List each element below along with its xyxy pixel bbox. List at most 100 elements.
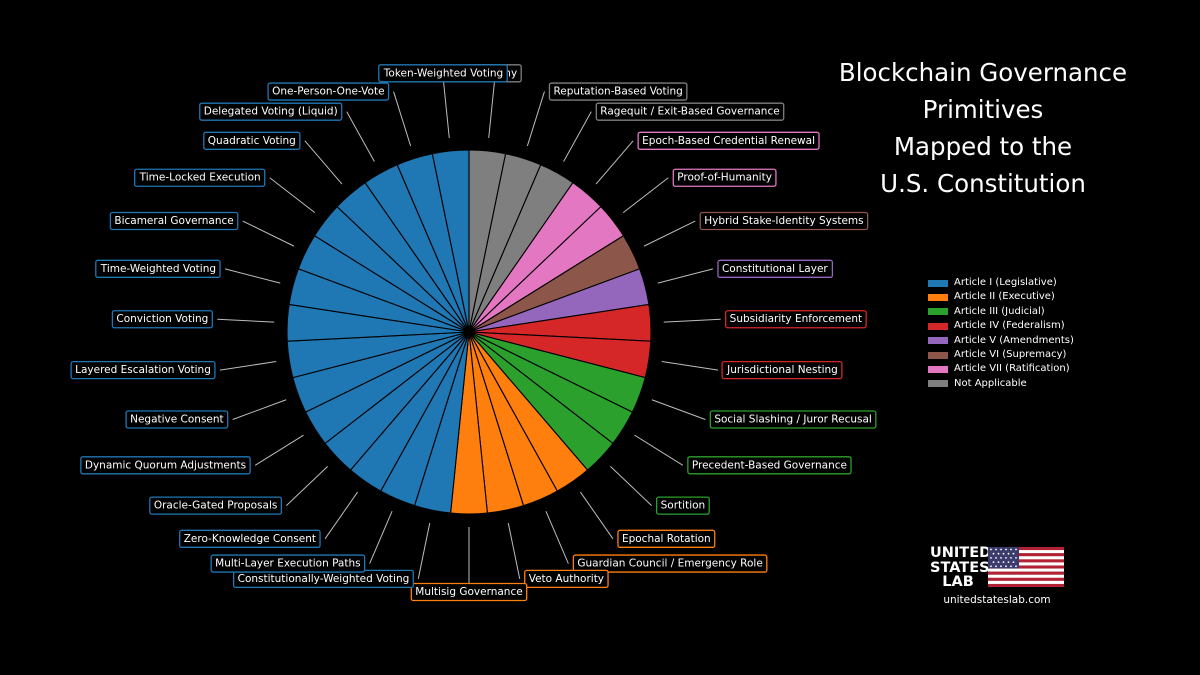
legend-swatch	[928, 322, 948, 330]
leader-line	[269, 177, 316, 214]
leader-line	[579, 491, 614, 540]
legend-item-article-vii-ratification: Article VII (Ratification)	[928, 362, 1074, 376]
leader-line	[219, 361, 277, 371]
slice-label: Layered Escalation Voting	[75, 364, 211, 376]
flag-stripe	[988, 550, 1064, 554]
leader-line	[651, 399, 706, 420]
slice-label: One-Person-One-Vote	[272, 86, 384, 98]
flag-stripe	[988, 571, 1064, 575]
slice-label: Multi-Layer Execution Paths	[215, 558, 360, 570]
flag-stripe	[988, 547, 1064, 551]
slice-label-group: Delegated Voting (Liquid)	[199, 102, 343, 121]
flag-star	[1015, 557, 1017, 559]
slice-label-box	[655, 496, 710, 515]
slice-label: Proof-of-Humanity	[677, 172, 772, 184]
slice-label-group: Social Slashing / Juror Recusal	[709, 410, 877, 429]
slice-label: Delegated Voting (Liquid)	[204, 106, 338, 118]
chart-title-line: U.S. Constitution	[880, 169, 1086, 198]
slice-label: Sortition	[661, 500, 706, 512]
slice-label-group: Time-Weighted Voting	[95, 259, 221, 278]
flag-stripe	[988, 580, 1064, 585]
slice-label-box	[672, 168, 777, 187]
flag-star	[1007, 561, 1010, 563]
label-leaders	[217, 81, 721, 584]
slice-label-group: Constitutionally-Weighted Voting	[232, 569, 414, 588]
slice-label-group: Quadratic Voting	[203, 131, 301, 150]
brand-name-line: UNITED	[930, 545, 992, 561]
leader-line	[488, 81, 495, 139]
slice-label: Guardian Council / Emergency Role	[577, 558, 762, 570]
slice-label-box	[179, 529, 321, 548]
leader-line	[232, 399, 287, 420]
slice-label-group: Layered Escalation Voting	[70, 361, 216, 380]
slice-label-group: Constitutional Layer	[717, 259, 834, 278]
slice-label-box	[70, 361, 216, 380]
slice-label-group: Epochal Rotation	[617, 529, 716, 548]
leader-line	[661, 361, 719, 371]
slice-label-group: Oracle-Gated Proposals	[149, 496, 283, 515]
slice-label-box	[572, 554, 768, 573]
leader-line	[545, 510, 569, 564]
chart-title-line: Mapped to the	[893, 132, 1073, 161]
flag-star	[1005, 557, 1007, 559]
leader-line	[609, 465, 652, 506]
slice-label-box	[125, 410, 229, 429]
slice-label: Veto Authority	[529, 573, 604, 585]
slice-label-group: Dynamic Quorum Adjustments	[80, 456, 251, 475]
slice-label-box	[717, 259, 834, 278]
slice-label-group: Sortition	[655, 496, 710, 515]
slice-label-box	[709, 410, 877, 429]
leader-line	[304, 140, 343, 185]
leader-line	[254, 434, 304, 466]
slice-label: Zero-Knowledge Consent	[184, 533, 316, 545]
legend-label: Not Applicable	[954, 377, 1027, 389]
pie-slices	[286, 149, 652, 515]
us-flag-icon	[988, 547, 1064, 587]
flag-stripe	[988, 568, 1064, 572]
flag-star	[1010, 565, 1012, 568]
slice-label-box	[595, 102, 785, 121]
slice-label-box	[378, 64, 508, 83]
slice-label-group: One-Person-One-Vote	[267, 82, 390, 101]
slice-label-box	[410, 582, 528, 602]
slice-label-box	[95, 259, 221, 278]
leader-line	[443, 81, 450, 139]
leader-line	[369, 510, 393, 564]
leader-line	[622, 177, 669, 214]
flag-stripe	[988, 559, 1064, 563]
slice-label-box	[199, 102, 343, 121]
slice-label-group: Veto Authority	[524, 569, 609, 588]
legend-label: Article II (Executive)	[954, 291, 1055, 303]
flag-star	[1005, 565, 1007, 568]
slice-label: Token-Weighted Voting	[383, 67, 503, 79]
legend-swatch	[928, 366, 948, 374]
slice-label: Epochal Rotation	[622, 533, 711, 545]
flag-star	[995, 565, 997, 568]
legend-item-not-applicable: Not Applicable	[928, 377, 1074, 391]
leader-line	[324, 491, 359, 540]
slice-label-box	[524, 569, 609, 588]
slice-label: Oracle-Gated Proposals	[154, 500, 278, 512]
pie-slice-token-weighted-voting	[431, 149, 470, 333]
slice-label-group: Subsidiarity Enforcement	[725, 310, 867, 329]
leader-line	[286, 465, 329, 506]
slice-label-group: Time-Locked Execution	[134, 168, 266, 187]
chart-title: Blockchain Governance Primitives Mapped …	[800, 54, 1166, 202]
flag-star	[1000, 548, 1002, 551]
slice-label: Time-Weighted Voting	[100, 263, 216, 275]
flag-star	[995, 557, 997, 559]
slice-label: Reputation-Based Voting	[553, 86, 682, 98]
flag-star	[1010, 548, 1012, 551]
brand-name-line: STATES	[930, 559, 990, 576]
legend-item-article-iv-federalism: Article IV (Federalism)	[928, 319, 1074, 333]
flag-star	[997, 552, 1000, 555]
slice-label-box	[637, 131, 820, 150]
slice-label-box	[617, 529, 716, 548]
slice-label-group: Zero-Knowledge Consent	[179, 529, 321, 548]
slice-label-group: Multi-Layer Execution Paths	[210, 554, 366, 573]
legend-item-article-vi-supremacy: Article VI (Supremacy)	[928, 348, 1074, 362]
flag-star	[1007, 552, 1010, 555]
slice-label: Multisig Governance	[415, 586, 522, 598]
slice-label-box	[134, 168, 266, 187]
